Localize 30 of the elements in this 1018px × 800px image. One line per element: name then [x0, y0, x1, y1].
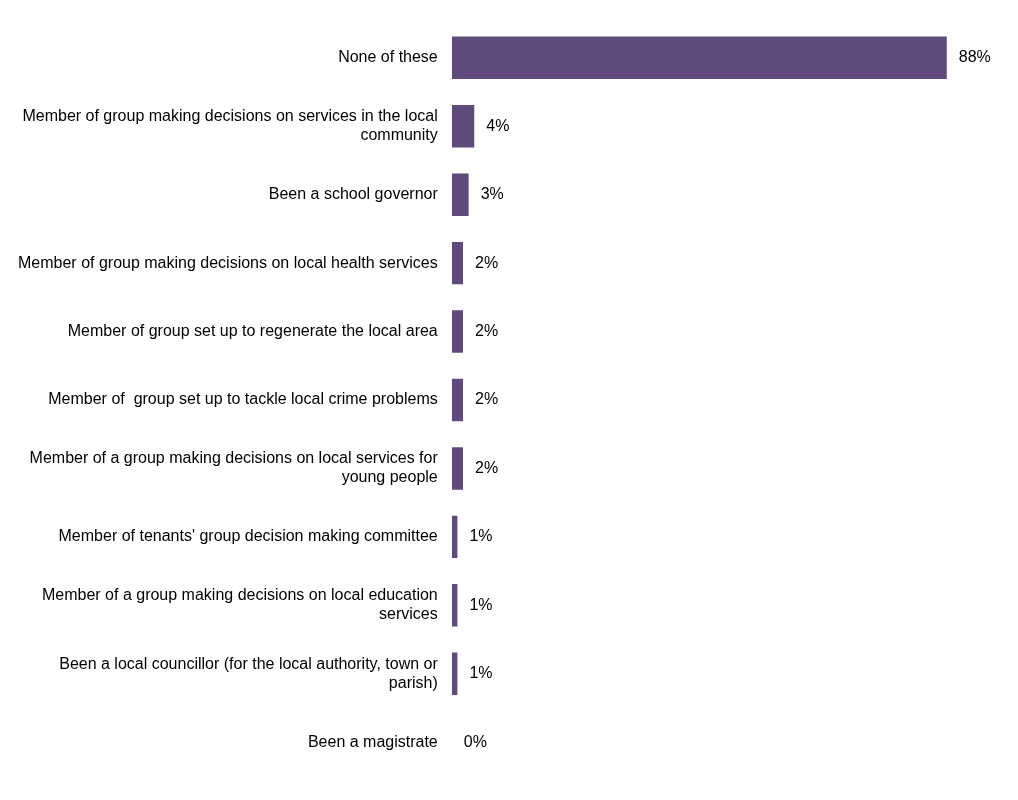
- y-tick-label: Member of tenants' group decision making committee: [58, 527, 438, 545]
- y-tick-label: Member of group making decisions on services in the local community: [22, 107, 438, 144]
- bar: [451, 310, 464, 353]
- data-label: 1%: [469, 527, 493, 545]
- y-tick-label: Member of a group making decisions on local education services: [41, 586, 438, 623]
- data-label: 1%: [469, 595, 493, 613]
- data-label: 2%: [475, 458, 499, 476]
- bar: [451, 36, 947, 80]
- data-label: 2%: [475, 390, 499, 408]
- data-label: 0%: [463, 732, 487, 750]
- data-label: 1%: [469, 664, 493, 682]
- y-tick-label: Been a school governor: [268, 185, 439, 203]
- data-label: 2%: [475, 321, 499, 339]
- data-label: 2%: [475, 253, 499, 271]
- bar: [451, 241, 464, 285]
- y-tick-label: Member of a group making decisions on local services for young people: [29, 449, 439, 486]
- bar: [451, 584, 458, 627]
- data-label: 88%: [958, 48, 991, 66]
- y-tick-label: Been a magistrate: [307, 732, 438, 750]
- y-tick-label: Member of group making decisions on local health services: [18, 253, 438, 271]
- y-tick-label: None of these: [338, 48, 438, 66]
- data-label: 3%: [480, 185, 504, 203]
- y-tick-label: Been a local councillor (for the local authority, town or parish): [59, 654, 439, 691]
- bar: [451, 447, 464, 490]
- y-tick-label: Member of group set up to regenerate the local area: [67, 321, 438, 339]
- bar: [451, 378, 464, 422]
- bar: [451, 173, 469, 216]
- data-label: 4%: [486, 116, 510, 134]
- bar: [451, 105, 475, 148]
- y-tick-label: Member of group set up to tackle local crime problems: [48, 390, 438, 408]
